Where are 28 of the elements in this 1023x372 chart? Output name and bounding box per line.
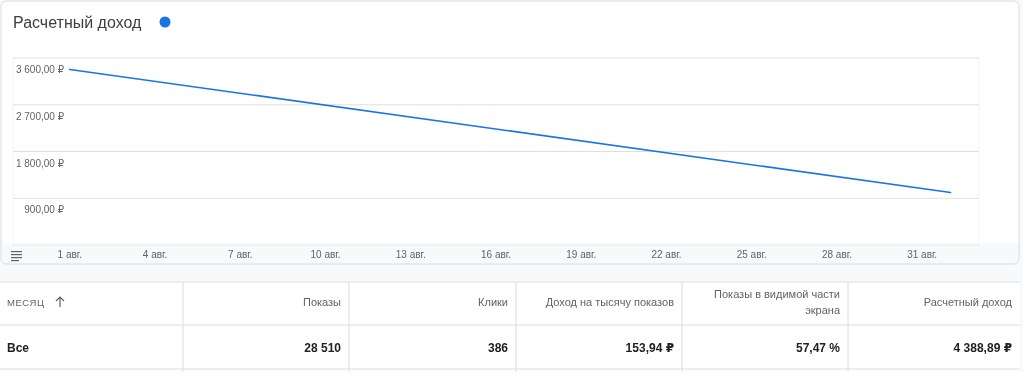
- x-tick-label: 7 авг.: [228, 249, 253, 260]
- x-tick-label: 22 авг.: [651, 249, 682, 260]
- y-tick-label: 900,00 ₽: [24, 204, 65, 216]
- x-tick-label: 10 авг.: [310, 249, 341, 260]
- category-label: Расчетный доход: [923, 296, 1013, 308]
- chart-title: Расчетный доход: [13, 14, 143, 31]
- category-label: Клики: [478, 296, 508, 308]
- x-tick-label: 4 авг.: [142, 249, 168, 260]
- category-label: Показы в видимой части экрана: [714, 288, 841, 316]
- text: 28 510: [304, 341, 341, 355]
- x-tick-label: 16 авг.: [481, 249, 511, 260]
- x-tick-label: 13 авг.: [395, 249, 426, 260]
- x-tick-label: 28 авг.: [821, 249, 852, 260]
- x-tick-label: 31 авг.: [907, 249, 938, 260]
- category-label: Доход на тысячу показов: [545, 296, 675, 308]
- x-tick-label: 25 авг.: [736, 249, 767, 260]
- category-label: МЕСЯЦ: [7, 297, 45, 308]
- text: 386: [487, 341, 508, 355]
- category-label: Показы: [302, 296, 342, 308]
- text: 153,94 ₽: [625, 341, 674, 355]
- text: 4 388,89 ₽: [953, 341, 1012, 355]
- text: 57,47 %: [795, 341, 840, 355]
- y-tick-label: 2 700,00 ₽: [15, 110, 65, 122]
- x-tick-label: 1 авг.: [57, 249, 83, 260]
- y-tick-label: 1 800,00 ₽: [15, 157, 65, 169]
- x-tick-label: 19 авг.: [566, 249, 597, 260]
- y-tick-label: 3 600,00 ₽: [15, 64, 65, 75]
- text: Все: [7, 341, 30, 355]
